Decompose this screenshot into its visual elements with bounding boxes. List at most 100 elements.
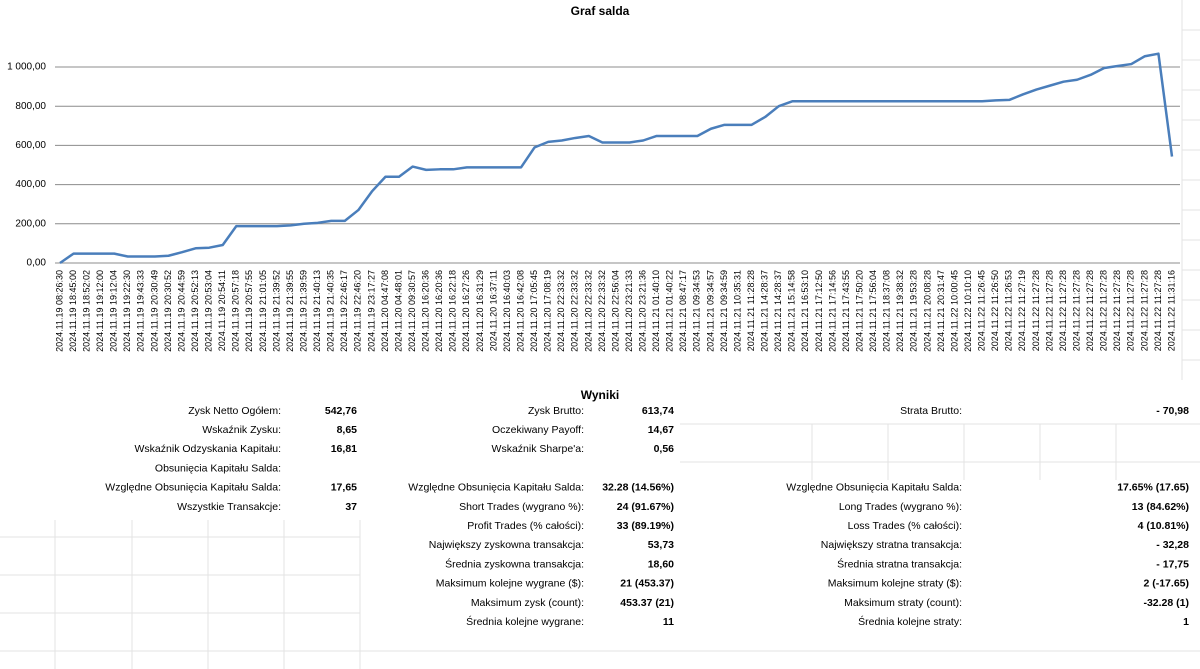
result-value: 37 <box>345 501 357 513</box>
x-tick-label: 2024.11.19 19:43:33 <box>136 270 146 352</box>
x-tick-label: 2024.11.20 16:20:36 <box>421 270 431 352</box>
result-value: 453.37 (21) <box>620 597 674 609</box>
result-label: Największy zyskowna transakcja: <box>429 539 584 551</box>
result-value: 17,65 <box>331 482 357 494</box>
x-tick-label: 2024.11.21 08:47:17 <box>678 270 688 352</box>
result-label: Maksimum straty (count): <box>844 597 962 609</box>
result-value: 14,67 <box>648 424 674 436</box>
x-tick-label: 2024.11.22 11:26:50 <box>990 270 1000 351</box>
result-value: 11 <box>663 616 674 628</box>
x-tick-label: 2024.11.22 11:27:28 <box>1139 270 1149 351</box>
result-value: 24 (91.67%) <box>617 501 674 513</box>
x-tick-label: 2024.11.20 23:21:36 <box>637 270 647 352</box>
result-value: -32.28 (1) <box>1143 597 1189 609</box>
x-tick-label: 2024.11.19 21:01:05 <box>258 270 268 352</box>
x-tick-label: 2024.11.21 17:14:56 <box>827 270 837 352</box>
x-tick-label: 2024.11.22 11:27:28 <box>1085 270 1095 351</box>
x-tick-label: 2024.11.20 04:47:08 <box>380 270 390 352</box>
x-tick-label: 2024.11.20 09:30:57 <box>407 270 417 352</box>
x-tick-label: 2024.11.21 15:14:58 <box>787 270 797 352</box>
x-tick-label: 2024.11.19 19:22:30 <box>122 270 132 352</box>
result-label: Średnia zyskowna transakcja: <box>445 557 584 570</box>
result-value: 17.65% (17.65) <box>1117 482 1189 494</box>
result-value: 18,60 <box>648 558 674 570</box>
x-tick-label: 2024.11.21 09:34:53 <box>692 270 702 352</box>
x-tick-label: 2024.11.22 11:27:28 <box>1099 270 1109 351</box>
x-tick-label: 2024.11.21 11:28:28 <box>746 270 756 351</box>
x-tick-label: 2024.11.22 11:27:28 <box>1112 270 1122 351</box>
x-tick-label: 2024.11.22 11:27:28 <box>1044 270 1054 351</box>
result-label: Średnia stratna transakcja: <box>837 557 962 570</box>
x-tick-label: 2024.11.20 16:20:36 <box>434 270 444 352</box>
x-tick-label: 2024.11.21 18:37:08 <box>882 270 892 352</box>
result-value: 33 (89.19%) <box>617 520 674 532</box>
x-tick-label: 2024.11.20 23:21:33 <box>624 270 634 352</box>
result-value: 13 (84.62%) <box>1132 501 1189 513</box>
x-tick-label: 2024.11.20 22:33:32 <box>583 270 593 352</box>
y-tick-label: 400,00 <box>15 179 46 190</box>
result-label: Maksimum kolejne straty ($): <box>828 578 962 590</box>
x-tick-label: 2024.11.22 11:27:28 <box>1031 270 1041 351</box>
y-tick-label: 600,00 <box>15 140 46 151</box>
result-label: Wszystkie Transakcje: <box>177 501 281 513</box>
result-label: Long Trades (wygrano %): <box>839 501 962 513</box>
x-tick-label: 2024.11.20 17:08:19 <box>543 270 553 352</box>
x-tick-label: 2024.11.19 20:53:04 <box>204 270 214 352</box>
x-tick-label: 2024.11.21 09:34:59 <box>719 270 729 352</box>
result-value: - 32,28 <box>1156 539 1189 551</box>
result-value: 0,56 <box>654 443 675 455</box>
x-tick-label: 2024.11.19 22:46:20 <box>353 270 363 352</box>
x-tick-label: 2024.11.21 20:31:47 <box>936 270 946 352</box>
result-value: 4 (10.81%) <box>1138 520 1189 532</box>
x-tick-label: 2024.11.22 11:26:53 <box>1004 270 1014 351</box>
x-tick-label: 2024.11.21 17:56:04 <box>868 270 878 352</box>
x-tick-label: 2024.11.19 19:12:04 <box>109 270 119 352</box>
x-tick-label: 2024.11.19 20:44:59 <box>176 270 186 352</box>
x-tick-label: 2024.11.20 22:33:32 <box>597 270 607 352</box>
x-tick-label: 2024.11.22 11:27:28 <box>1153 270 1163 351</box>
x-tick-label: 2024.11.19 19:12:00 <box>95 270 105 352</box>
result-value: 16,81 <box>331 443 357 455</box>
balance-line <box>59 52 1174 265</box>
result-value: - 70,98 <box>1156 405 1189 417</box>
result-label: Największy stratna transakcja: <box>821 539 962 551</box>
result-value: - 17,75 <box>1156 558 1189 570</box>
result-label: Średnia kolejne wygrane: <box>466 615 584 628</box>
x-tick-label: 2024.11.21 01:40:10 <box>651 270 661 352</box>
y-tick-label: 800,00 <box>15 101 46 112</box>
result-label: Względne Obsunięcia Kapitału Salda: <box>786 482 962 494</box>
x-tick-label: 2024.11.19 21:40:35 <box>326 270 336 352</box>
x-tick-label: 2024.11.19 21:39:55 <box>285 270 295 352</box>
x-tick-label: 2024.11.20 16:22:18 <box>448 270 458 352</box>
x-tick-label: 2024.11.20 16:42:08 <box>515 270 525 352</box>
result-label: Maksimum kolejne wygrane ($): <box>436 578 584 590</box>
x-tick-label: 2024.11.19 18:45:00 <box>68 270 78 352</box>
x-tick-label: 2024.11.19 21:39:59 <box>298 270 308 352</box>
y-tick-label: 200,00 <box>15 218 46 229</box>
y-tick-label: 1 000,00 <box>7 62 46 73</box>
result-value: 53,73 <box>648 539 674 551</box>
result-label: Wskaźnik Sharpe'a: <box>492 443 584 455</box>
result-label: Short Trades (wygrano %): <box>459 501 584 513</box>
result-label: Zysk Brutto: <box>528 405 584 417</box>
x-tick-label: 2024.11.21 17:12:50 <box>814 270 824 352</box>
x-tick-label: 2024.11.21 01:40:22 <box>665 270 675 352</box>
result-value: 542,76 <box>325 405 357 417</box>
x-tick-label: 2024.11.19 20:57:55 <box>244 270 254 352</box>
x-tick-label: 2024.11.20 16:27:26 <box>461 270 471 352</box>
x-tick-label: 2024.11.22 11:27:28 <box>1126 270 1136 351</box>
x-tick-label: 2024.11.22 11:27:19 <box>1017 270 1027 351</box>
x-tick-label: 2024.11.19 08:26:30 <box>54 270 64 352</box>
x-tick-label: 2024.11.19 23:17:27 <box>366 270 376 352</box>
x-tick-label: 2024.11.20 22:56:04 <box>610 270 620 352</box>
result-label: Wskaźnik Odzyskania Kapitału: <box>135 443 281 455</box>
x-tick-label: 2024.11.20 04:48:01 <box>393 270 403 352</box>
x-tick-label: 2024.11.20 16:31:29 <box>475 270 485 352</box>
result-label: Oczekiwany Payoff: <box>492 424 584 436</box>
x-tick-label: 2024.11.21 17:50:20 <box>854 270 864 352</box>
x-tick-label: 2024.11.19 21:40:13 <box>312 270 322 352</box>
result-label: Profit Trades (% całości): <box>467 520 584 532</box>
x-tick-label: 2024.11.20 16:40:03 <box>502 270 512 352</box>
result-label: Loss Trades (% całości): <box>848 520 962 532</box>
